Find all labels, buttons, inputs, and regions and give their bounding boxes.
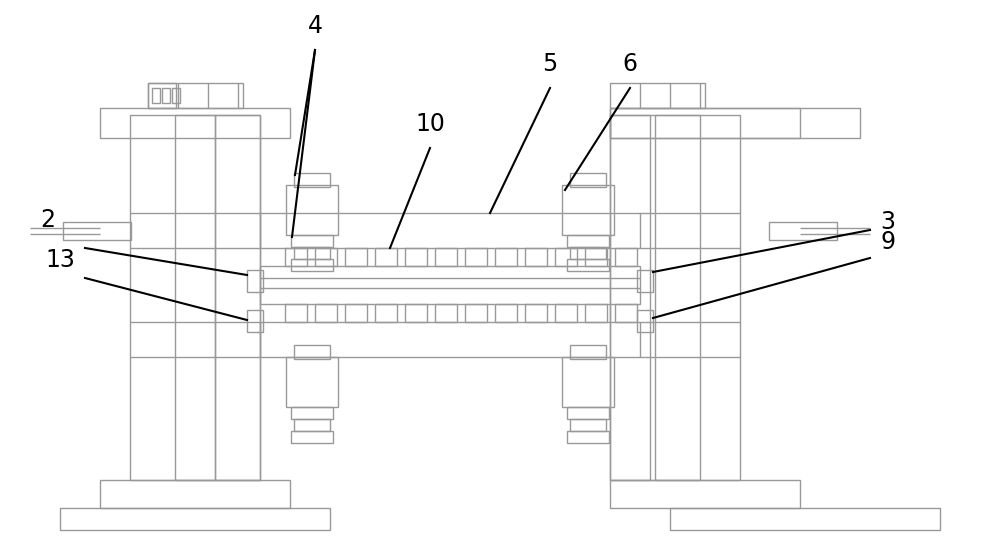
- Bar: [285, 304, 307, 322]
- Bar: [294, 345, 330, 359]
- Bar: [291, 235, 333, 247]
- Text: 9: 9: [880, 230, 895, 254]
- Bar: [260, 213, 640, 248]
- Bar: [315, 248, 337, 266]
- Bar: [465, 304, 487, 322]
- Bar: [100, 480, 290, 508]
- Bar: [130, 115, 260, 480]
- Bar: [294, 419, 330, 431]
- Bar: [435, 248, 457, 266]
- Bar: [570, 247, 606, 259]
- Bar: [637, 310, 653, 332]
- Bar: [570, 173, 606, 187]
- Bar: [555, 304, 577, 322]
- Bar: [655, 115, 700, 480]
- Bar: [610, 83, 705, 108]
- Bar: [610, 108, 800, 138]
- Bar: [260, 322, 640, 357]
- Bar: [294, 247, 330, 259]
- Bar: [567, 259, 609, 271]
- Bar: [291, 259, 333, 271]
- Bar: [570, 419, 606, 431]
- Text: 4: 4: [308, 14, 322, 38]
- Bar: [610, 108, 860, 138]
- Bar: [175, 115, 215, 480]
- Bar: [495, 248, 517, 266]
- Bar: [405, 248, 427, 266]
- Bar: [152, 88, 160, 103]
- Bar: [570, 345, 606, 359]
- Bar: [610, 115, 740, 480]
- Bar: [345, 248, 367, 266]
- Bar: [567, 407, 609, 419]
- Bar: [247, 270, 263, 292]
- Bar: [525, 248, 547, 266]
- Bar: [670, 508, 940, 530]
- Bar: [495, 304, 517, 322]
- Bar: [610, 480, 800, 508]
- Bar: [405, 304, 427, 322]
- Bar: [585, 248, 607, 266]
- Text: 5: 5: [542, 52, 558, 76]
- Bar: [637, 270, 653, 292]
- Bar: [60, 508, 330, 530]
- Bar: [291, 431, 333, 443]
- Bar: [162, 88, 170, 103]
- Bar: [148, 83, 176, 108]
- Bar: [585, 304, 607, 322]
- Bar: [375, 248, 397, 266]
- Bar: [769, 222, 837, 240]
- Bar: [615, 304, 637, 322]
- Bar: [345, 304, 367, 322]
- Bar: [567, 235, 609, 247]
- Text: 3: 3: [880, 210, 895, 234]
- Bar: [435, 304, 457, 322]
- Bar: [215, 115, 260, 480]
- Bar: [294, 173, 330, 187]
- Bar: [172, 88, 180, 103]
- Bar: [615, 248, 637, 266]
- Bar: [286, 357, 338, 407]
- Bar: [286, 185, 338, 235]
- Bar: [315, 304, 337, 322]
- Bar: [63, 222, 131, 240]
- Bar: [291, 407, 333, 419]
- Bar: [610, 115, 650, 480]
- Bar: [285, 248, 307, 266]
- Text: 13: 13: [45, 248, 75, 272]
- Bar: [525, 304, 547, 322]
- Bar: [562, 185, 614, 235]
- Text: 6: 6: [622, 52, 638, 76]
- Bar: [567, 431, 609, 443]
- Bar: [100, 108, 290, 138]
- Text: 10: 10: [415, 112, 445, 136]
- Text: 2: 2: [40, 208, 55, 232]
- Bar: [148, 83, 243, 108]
- Bar: [465, 248, 487, 266]
- Bar: [555, 248, 577, 266]
- Bar: [247, 310, 263, 332]
- Bar: [375, 304, 397, 322]
- Bar: [260, 266, 640, 304]
- Bar: [562, 357, 614, 407]
